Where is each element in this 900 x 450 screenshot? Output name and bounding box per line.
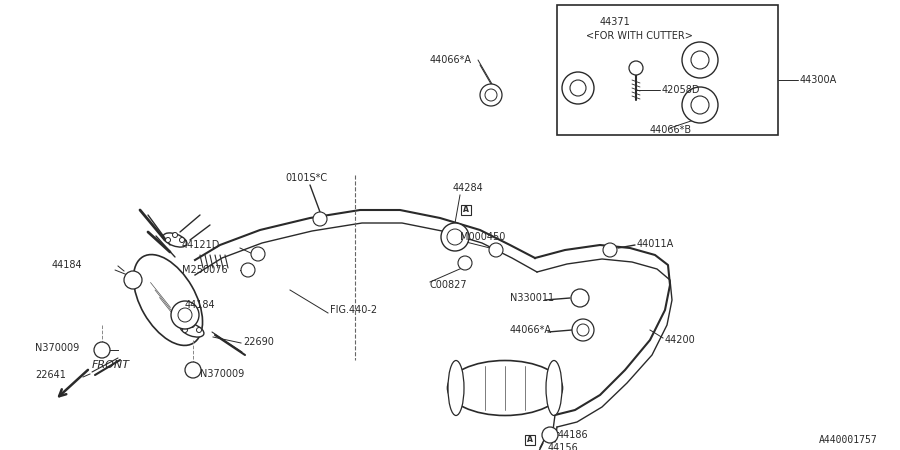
Ellipse shape bbox=[447, 360, 562, 415]
Circle shape bbox=[124, 271, 142, 289]
Circle shape bbox=[179, 238, 184, 243]
Circle shape bbox=[196, 328, 202, 333]
Circle shape bbox=[447, 229, 463, 245]
Circle shape bbox=[166, 238, 170, 243]
Circle shape bbox=[251, 247, 265, 261]
Circle shape bbox=[572, 319, 594, 341]
Circle shape bbox=[542, 427, 558, 443]
Circle shape bbox=[570, 80, 586, 96]
Ellipse shape bbox=[546, 360, 562, 415]
Circle shape bbox=[458, 256, 472, 270]
Text: 44156: 44156 bbox=[548, 443, 579, 450]
Text: 44066*A: 44066*A bbox=[510, 325, 552, 335]
Circle shape bbox=[173, 233, 177, 238]
Circle shape bbox=[489, 243, 503, 257]
Circle shape bbox=[171, 301, 199, 329]
Text: 44066*A: 44066*A bbox=[430, 55, 472, 65]
Text: A440001757: A440001757 bbox=[819, 435, 878, 445]
Text: FIG.440-2: FIG.440-2 bbox=[330, 305, 377, 315]
Text: 42058D: 42058D bbox=[662, 85, 700, 95]
Text: FRONT: FRONT bbox=[92, 360, 130, 370]
Ellipse shape bbox=[448, 360, 464, 415]
Text: 0101S*C: 0101S*C bbox=[285, 173, 327, 183]
Text: 44200: 44200 bbox=[665, 335, 696, 345]
Text: 44011A: 44011A bbox=[637, 239, 674, 249]
Circle shape bbox=[571, 289, 589, 307]
Ellipse shape bbox=[180, 323, 204, 337]
Circle shape bbox=[691, 51, 709, 69]
Bar bbox=[461, 205, 471, 215]
Circle shape bbox=[313, 212, 327, 226]
Text: 22690: 22690 bbox=[243, 337, 274, 347]
Text: M250076: M250076 bbox=[182, 265, 228, 275]
Circle shape bbox=[682, 42, 718, 78]
Circle shape bbox=[441, 223, 469, 251]
Circle shape bbox=[480, 84, 502, 106]
Circle shape bbox=[185, 362, 201, 378]
Circle shape bbox=[577, 324, 589, 336]
Text: 44300A: 44300A bbox=[800, 75, 837, 85]
Text: A: A bbox=[464, 206, 469, 215]
Text: <FOR WITH CUTTER>: <FOR WITH CUTTER> bbox=[586, 31, 693, 41]
Circle shape bbox=[190, 323, 194, 328]
Ellipse shape bbox=[163, 233, 187, 247]
Text: 44186: 44186 bbox=[558, 430, 589, 440]
Circle shape bbox=[629, 61, 643, 75]
Text: N370009: N370009 bbox=[200, 369, 244, 379]
Text: 44184: 44184 bbox=[185, 300, 216, 310]
Text: N370009: N370009 bbox=[35, 343, 79, 353]
Circle shape bbox=[682, 87, 718, 123]
Text: M000450: M000450 bbox=[460, 232, 506, 242]
Text: C00827: C00827 bbox=[430, 280, 468, 290]
Text: A: A bbox=[527, 436, 533, 445]
Circle shape bbox=[183, 328, 187, 333]
Bar bbox=[557, 5, 778, 135]
Text: 44121D: 44121D bbox=[182, 240, 220, 250]
Circle shape bbox=[94, 342, 110, 358]
Text: 22641: 22641 bbox=[35, 370, 66, 380]
Circle shape bbox=[241, 263, 255, 277]
Text: 44371: 44371 bbox=[600, 17, 631, 27]
Circle shape bbox=[178, 308, 192, 322]
Text: 44284: 44284 bbox=[453, 183, 484, 193]
Text: N330011: N330011 bbox=[510, 293, 554, 303]
Bar bbox=[525, 435, 535, 445]
Circle shape bbox=[562, 72, 594, 104]
Text: 44184: 44184 bbox=[52, 260, 83, 270]
Circle shape bbox=[485, 89, 497, 101]
Ellipse shape bbox=[133, 255, 202, 346]
Circle shape bbox=[603, 243, 617, 257]
Text: 44066*B: 44066*B bbox=[650, 125, 692, 135]
Circle shape bbox=[691, 96, 709, 114]
